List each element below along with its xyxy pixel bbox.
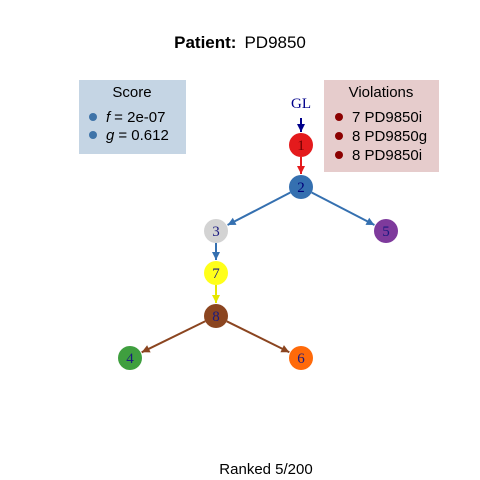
edge-arrowhead-icon bbox=[297, 166, 305, 174]
node-circle bbox=[289, 175, 313, 199]
score-f-bullet-icon bbox=[89, 113, 97, 121]
node-circle bbox=[289, 133, 313, 157]
score-g-bullet-icon bbox=[89, 131, 97, 139]
tree-node-6: 6 bbox=[289, 346, 313, 370]
tree-node-5: 5 bbox=[374, 219, 398, 243]
violation-bullet-icon bbox=[335, 151, 343, 159]
edge-arrowhead-icon bbox=[365, 217, 375, 226]
score-g-value: = 0.612 bbox=[118, 127, 168, 144]
node-circle bbox=[289, 346, 313, 370]
score-f-value: = 2e-07 bbox=[114, 109, 165, 126]
tree-nodes: 1 2 3 5 7 8 4 6 bbox=[118, 133, 398, 370]
edge-arrowhead-icon bbox=[212, 252, 220, 260]
node-label: 1 bbox=[297, 138, 305, 154]
tree-node-1: 1 bbox=[289, 133, 313, 157]
edge-8-6 bbox=[226, 320, 290, 354]
node-label: 2 bbox=[297, 180, 305, 196]
violation-bullet-icon bbox=[335, 113, 343, 121]
tree-node-3: 3 bbox=[204, 219, 228, 243]
patient-id: PD9850 bbox=[244, 33, 305, 52]
node-label: 7 bbox=[212, 266, 220, 282]
edge-arrowhead-icon bbox=[227, 217, 237, 226]
node-label: 6 bbox=[297, 351, 305, 367]
node-circle bbox=[204, 219, 228, 243]
germline-label: GL bbox=[291, 96, 311, 112]
node-label: 8 bbox=[212, 309, 220, 325]
edge-arrowhead-icon bbox=[141, 345, 151, 353]
score-g-symbol: g bbox=[106, 127, 115, 144]
node-circle bbox=[204, 261, 228, 285]
edge-arrowhead-icon bbox=[297, 124, 305, 132]
edge-2-5 bbox=[311, 191, 375, 226]
violation-item: 7 PD9850i bbox=[352, 109, 422, 126]
score-box: Score f = 2e-07 g = 0.612 bbox=[79, 80, 186, 154]
node-label: 3 bbox=[212, 224, 220, 240]
score-f-line: f = 2e-07 bbox=[106, 109, 165, 126]
tree-node-7: 7 bbox=[204, 261, 228, 285]
page-title: Patient: PD9850 bbox=[174, 33, 306, 52]
edge-arrowhead-icon bbox=[212, 295, 220, 303]
violations-box: Violations 7 PD9850i 8 PD9850g 8 PD9850i bbox=[324, 80, 439, 172]
violation-bullet-icon bbox=[335, 132, 343, 140]
node-circle bbox=[118, 346, 142, 370]
violation-item: 8 PD9850g bbox=[352, 128, 427, 145]
title-prefix: Patient: bbox=[174, 33, 236, 52]
edge-8-4 bbox=[141, 320, 206, 354]
node-label: 4 bbox=[126, 351, 134, 367]
tree-edges bbox=[141, 118, 375, 354]
node-circle bbox=[204, 304, 228, 328]
score-heading: Score bbox=[112, 84, 151, 101]
violations-heading: Violations bbox=[349, 84, 414, 101]
rank-footer: Ranked 5/200 bbox=[219, 461, 312, 478]
violations-box-background bbox=[324, 80, 439, 172]
score-g-line: g = 0.612 bbox=[106, 127, 169, 144]
tree-node-2: 2 bbox=[289, 175, 313, 199]
node-label: 5 bbox=[382, 224, 390, 240]
edge-arrowhead-icon bbox=[280, 345, 290, 353]
edge-2-3 bbox=[227, 191, 291, 226]
tree-node-4: 4 bbox=[118, 346, 142, 370]
tree-node-8: 8 bbox=[204, 304, 228, 328]
node-circle bbox=[374, 219, 398, 243]
score-f-symbol: f bbox=[106, 109, 112, 126]
violation-item: 8 PD9850i bbox=[352, 147, 422, 164]
